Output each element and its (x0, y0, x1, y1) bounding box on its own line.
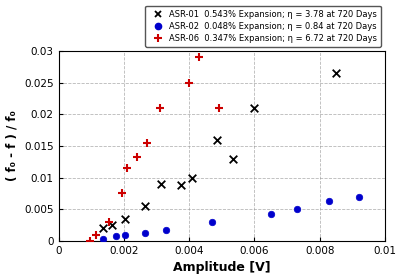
Point (208, 220, 215, 224)
Y-axis label: ( f₀ - f ) / f₀: ( f₀ - f ) / f₀ (6, 111, 18, 181)
Point (293, 207, 299, 212)
Point (109, 223, 115, 227)
Point (106, 220, 112, 224)
Point (119, 191, 125, 196)
Point (134, 155, 140, 159)
Point (177, 183, 184, 188)
Point (122, 217, 128, 221)
Point (355, 194, 361, 199)
Point (142, 230, 148, 235)
Point (112, 234, 119, 238)
Point (163, 227, 169, 232)
Point (158, 182, 164, 186)
Point (93, 232, 99, 237)
Point (215, 106, 221, 110)
Point (156, 106, 162, 110)
Point (124, 166, 130, 171)
Point (99, 226, 105, 231)
Point (332, 71, 338, 75)
Point (143, 141, 150, 145)
Point (185, 80, 192, 85)
Point (267, 212, 273, 217)
Point (326, 199, 332, 203)
Point (213, 137, 219, 142)
Point (142, 204, 148, 208)
Point (189, 175, 195, 180)
Legend: ASR-01  0.543% Expansion; η = 3.78 at 720 Days, ASR-02  0.048% Expansion; η = 0.: ASR-01 0.543% Expansion; η = 3.78 at 720… (145, 6, 380, 47)
Point (99, 237, 105, 241)
X-axis label: Amplitude [V]: Amplitude [V] (172, 262, 270, 274)
Point (229, 157, 236, 161)
Point (195, 55, 202, 59)
Point (122, 232, 128, 237)
Point (251, 106, 257, 110)
Point (86, 239, 93, 243)
